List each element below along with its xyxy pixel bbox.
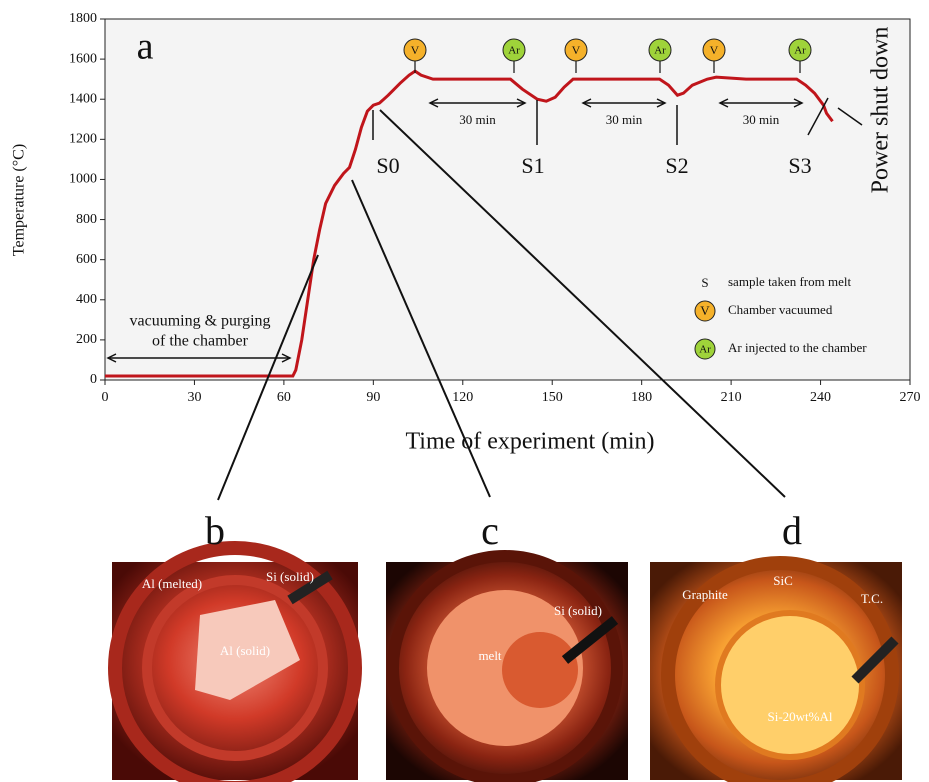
panel-label: a [137,26,154,68]
legend-text: Ar injected to the chamber [728,340,867,355]
photo-c [386,556,628,780]
event-label: V [411,43,420,57]
legend-text: sample taken from melt [728,274,851,289]
photo-note: SiC [773,573,793,588]
photo-label: b [205,508,225,553]
y-axis-label: Temperature (°C) [11,144,28,256]
shutdown-label: Power shut down [868,27,894,194]
y-tick-label: 800 [76,212,97,227]
x-tick-label: 150 [542,390,563,405]
event-label: V [572,43,581,57]
sample-label: S2 [665,153,688,178]
y-tick-label: 1000 [69,172,97,187]
legend-symbol: S [701,275,708,290]
photo-note: Si (solid) [266,569,314,584]
y-tick-label: 1800 [69,11,97,26]
photo-note: melt [478,648,501,663]
y-tick-label: 400 [76,292,97,307]
x-tick-label: 120 [452,390,473,405]
sample-label: S3 [788,153,811,178]
photo-note: Al (solid) [220,643,270,658]
event-label: Ar [794,45,806,57]
photo-label: d [782,508,802,553]
page: 0 200 400 600 800 1000 1200 1400 1600 1800 0 30 60 90… [0,0,929,782]
x-tick-label: 240 [810,390,831,405]
photo-label: c [481,508,499,553]
y-tick-label: 200 [76,332,97,347]
y-tick-label: 1200 [69,132,97,147]
photo-note: T.C. [861,591,883,606]
x-tick-label: 210 [721,390,742,405]
duration-label: 30 min [459,112,496,127]
legend-text: Chamber vacuumed [728,302,833,317]
y-tick-label: 0 [90,372,97,387]
y-tick-label: 600 [76,252,97,267]
x-tick-label: 60 [277,390,291,405]
photo-note: Graphite [682,587,728,602]
photo-note: Al (melted) [142,576,202,591]
legend-symbol: Ar [699,344,711,356]
y-tick-label: 1400 [69,91,97,106]
x-tick-label: 90 [366,390,380,405]
x-tick-label: 270 [900,390,921,405]
figure: 0 200 400 600 800 1000 1200 1400 1600 1800 0 30 60 90… [0,0,929,782]
photo-note: Si-20wt%Al [768,709,833,724]
x-axis-label: Time of experiment (min) [405,429,654,455]
photo-note: Si (solid) [554,603,602,618]
duration-label: 30 min [606,112,643,127]
x-tick-label: 30 [187,390,201,405]
duration-label: 30 min [743,112,780,127]
purge-label: vacuuming & purging [129,313,270,330]
x-tick-label: 180 [631,390,652,405]
event-label: Ar [654,45,666,57]
y-tick-label: 1600 [69,51,97,66]
event-label: Ar [508,45,520,57]
purge-label: of the chamber [152,333,249,350]
event-label: V [710,43,719,57]
x-tick-label: 0 [102,390,109,405]
sample-label: S0 [376,153,399,178]
legend-symbol: V [700,303,710,318]
sample-label: S1 [521,153,544,178]
